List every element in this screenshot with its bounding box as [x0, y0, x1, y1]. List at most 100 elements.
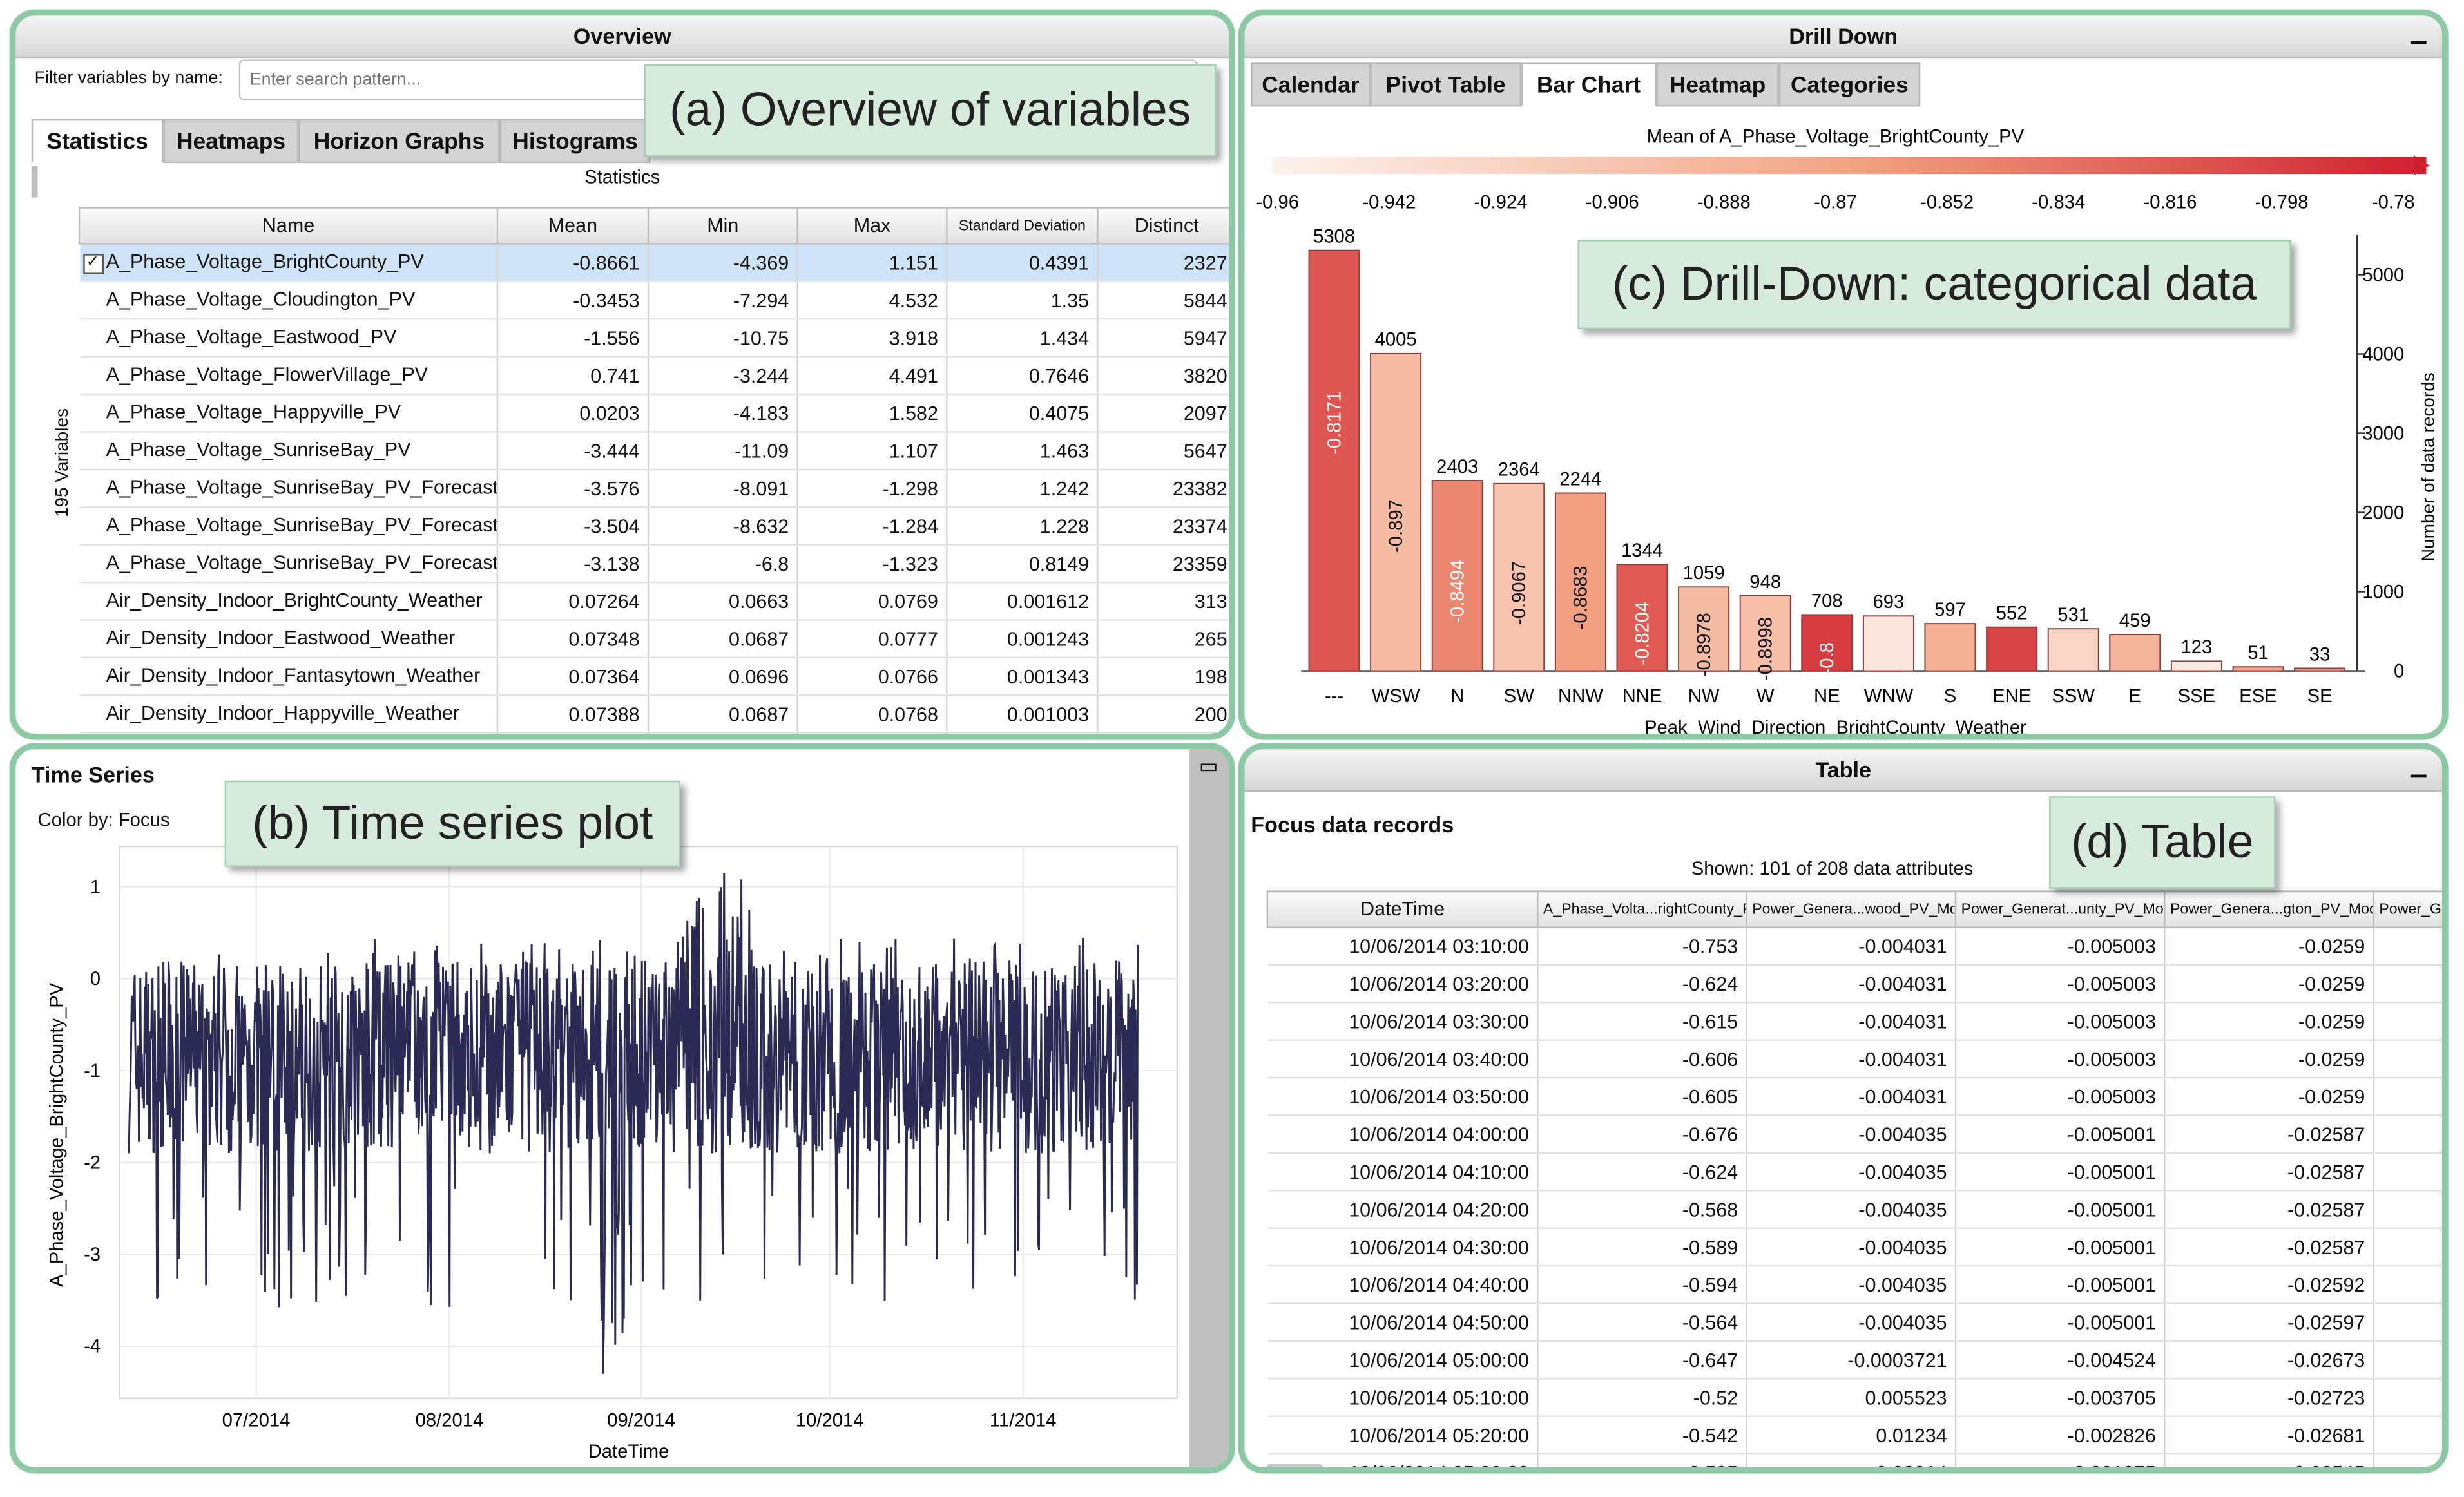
bar[interactable] — [1862, 615, 1914, 672]
stat-cell: 0.001003 — [947, 695, 1099, 734]
table-row[interactable]: 10/06/2014 04:00:00 -0.676 -0.004035 -0.005… — [1267, 1115, 2442, 1154]
table-row[interactable]: 10/06/2014 04:20:00 -0.568 -0.004035 -0.005… — [1267, 1190, 2442, 1229]
column-header[interactable]: Distinct — [1097, 207, 1229, 245]
table-row[interactable]: 10/06/2014 04:50:00 -0.564 -0.004035 -0.005… — [1267, 1303, 2442, 1342]
bar[interactable] — [2047, 628, 2099, 672]
bar-chart[interactable]: Mean of A_Phase_Voltage_BrightCounty_PV … — [1245, 110, 2442, 739]
stat-cell: 313 — [1097, 582, 1229, 621]
stat-cell: -10.75 — [648, 319, 798, 358]
bar[interactable] — [1493, 482, 1545, 672]
bar[interactable] — [1370, 352, 1422, 672]
table-row[interactable]: A_Phase_Voltage_SunriseBay_PV_Forecast_2… — [79, 507, 1229, 546]
color-scale-tick: -0.906 — [1586, 193, 1639, 213]
table-row[interactable]: 10/06/2014 05:30:00 -0.595 0.02014 -0.00187… — [1267, 1454, 2442, 1467]
column-header[interactable]: Power_Genera...wood_PV_Model — [1746, 890, 1957, 928]
value-cell: -0.02587 — [2164, 1152, 2374, 1192]
bar-value-label: 531 — [2057, 605, 2089, 625]
datetime-cell: 10/06/2014 03:50:00 — [1267, 1078, 1539, 1116]
bar[interactable] — [2109, 634, 2161, 672]
table-row[interactable]: A_Phase_Voltage_Happyville_PV 0.0203 -4.18… — [79, 394, 1229, 433]
tab-heatmaps[interactable]: Heatmaps — [163, 119, 299, 164]
value-cell: -0.005001 — [1956, 1303, 2166, 1342]
table-row[interactable]: 10/06/2014 03:20:00 -0.624 -0.004031 -0.005… — [1267, 964, 2442, 1004]
restore-icon[interactable]: ▭ — [1198, 754, 1218, 778]
checkbox-icon[interactable]: ✓ — [82, 253, 103, 274]
minimize-icon[interactable]: ▁ — [2411, 754, 2427, 778]
column-header[interactable]: Mean — [496, 207, 650, 245]
value-cell: -0.005001 — [1956, 1115, 2166, 1154]
column-header[interactable]: Name — [78, 207, 499, 245]
table-row[interactable]: A_Phase_Voltage_Cloudington_PV -0.3453 -7.… — [79, 281, 1229, 320]
color-scale-tick: -0.78 — [2372, 193, 2415, 213]
table-row[interactable]: 10/06/2014 05:20:00 -0.542 0.01234 -0.00282… — [1267, 1416, 2442, 1455]
stat-cell: 1.434 — [947, 319, 1099, 358]
table-row[interactable]: Air_Density_Indoor_Fantasytown_Weather 0.… — [79, 657, 1229, 696]
minimize-icon[interactable]: ▁ — [2411, 20, 2427, 44]
bar[interactable] — [2170, 660, 2222, 672]
value-cell — [2373, 1190, 2442, 1229]
x-tick-label: 07/2014 — [222, 1411, 291, 1431]
column-header[interactable]: Power_Ge — [2373, 890, 2442, 928]
horizontal-scrollbar[interactable] — [79, 734, 1028, 740]
tab-statistics[interactable]: Statistics — [31, 119, 164, 164]
bar[interactable] — [1678, 586, 1730, 672]
table-row[interactable]: A_Phase_Voltage_Eastwood_PV -1.556 -10.75 3… — [79, 319, 1229, 358]
table-row[interactable]: Air_Density_Indoor_Happyville_Weather 0.0… — [79, 695, 1229, 734]
table-row[interactable]: 10/06/2014 03:10:00 -0.753 -0.004031 -0.005… — [1267, 927, 2442, 966]
tab-calendar[interactable]: Calendar — [1251, 62, 1371, 107]
bar[interactable] — [1801, 614, 1853, 672]
tab-horizon-graphs[interactable]: Horizon Graphs — [298, 119, 500, 164]
tab-pivot-table[interactable]: Pivot Table — [1370, 62, 1521, 107]
tab-bar-chart[interactable]: Bar Chart — [1521, 62, 1657, 107]
table-row[interactable]: ✓ A_Phase_Voltage_BrightCounty_PV -0.8661-… — [79, 243, 1229, 283]
column-header[interactable]: Standard Deviation — [946, 207, 1099, 245]
value-cell — [2373, 927, 2442, 966]
value-cell: -0.004035 — [1746, 1152, 1957, 1192]
bar[interactable] — [2294, 667, 2346, 672]
variable-name: A_Phase_Voltage_BrightCounty_PV — [106, 251, 424, 274]
time-series-plot[interactable]: 1 0 -1 -2 -3 -4 07/2014 08/2014 09/2014 10/2014 11… — [15, 843, 1186, 1470]
table-row[interactable]: 10/06/2014 03:50:00 -0.605 -0.004031 -0.005… — [1267, 1078, 2442, 1116]
splitter-handle[interactable] — [31, 166, 38, 198]
table-row[interactable]: Air_Density_Indoor_BrightCounty_Weather 0… — [79, 582, 1229, 621]
tab-histograms[interactable]: Histograms — [499, 119, 651, 164]
y-tick-label: 0 — [2394, 661, 2404, 682]
variable-name-cell: Air_Density_Indoor_BrightCounty_Weather — [79, 582, 499, 621]
table-row[interactable]: A_Phase_Voltage_SunriseBay_PV_Forecast_3… — [79, 544, 1229, 584]
bar[interactable] — [1554, 492, 1606, 672]
column-header[interactable]: Min — [647, 207, 798, 245]
table-row[interactable]: 10/06/2014 04:10:00 -0.624 -0.004035 -0.005… — [1267, 1152, 2442, 1192]
stat-cell: -4.183 — [648, 394, 798, 433]
value-cell: -0.589 — [1537, 1228, 1747, 1267]
table-row[interactable]: 10/06/2014 05:10:00 -0.52 0.005523 -0.00370… — [1267, 1378, 2442, 1417]
table-row[interactable]: A_Phase_Voltage_FlowerVillage_PV 0.741 -3.… — [79, 356, 1229, 396]
bar[interactable] — [1616, 564, 1668, 672]
column-header[interactable]: Max — [796, 207, 948, 245]
table-row[interactable]: 10/06/2014 04:30:00 -0.589 -0.004035 -0.005… — [1267, 1228, 2442, 1267]
distribution-sidebar[interactable]: ▭ Distribution — [1189, 749, 1229, 1467]
bar[interactable] — [1308, 249, 1360, 672]
tab-categories[interactable]: Categories — [1778, 62, 1921, 107]
tab-heatmap[interactable]: Heatmap — [1656, 62, 1779, 107]
column-header[interactable]: A_Phase_Volta...rightCounty_PV — [1537, 890, 1747, 928]
column-header[interactable]: Power_Genera...gton_PV_Model — [2164, 890, 2374, 928]
table-row[interactable]: 10/06/2014 04:40:00 -0.594 -0.004035 -0.005… — [1267, 1266, 2442, 1304]
horizontal-scrollbar[interactable] — [1266, 1464, 1323, 1467]
bar[interactable] — [1924, 623, 1976, 672]
bar[interactable] — [1986, 626, 2038, 672]
stat-cell: 0.0777 — [797, 620, 948, 659]
table-row[interactable]: A_Phase_Voltage_SunriseBay_PV_Forecast_1… — [79, 469, 1229, 508]
color-scale-title: Mean of A_Phase_Voltage_BrightCounty_PV — [1647, 126, 2025, 147]
table-row[interactable]: 10/06/2014 03:30:00 -0.615 -0.004031 -0.005… — [1267, 1002, 2442, 1041]
bar[interactable] — [2232, 666, 2284, 672]
column-header[interactable]: Power_Generat...unty_PV_Model — [1954, 890, 2166, 928]
table-row[interactable]: Air_Density_Indoor_Eastwood_Weather 0.073… — [79, 620, 1229, 659]
column-header[interactable]: DateTime — [1266, 890, 1539, 928]
bar[interactable] — [1739, 595, 1791, 672]
bar[interactable] — [1431, 479, 1483, 672]
value-cell — [2373, 1266, 2442, 1304]
table-row[interactable]: 10/06/2014 03:40:00 -0.606 -0.004031 -0.005… — [1267, 1040, 2442, 1079]
table-row[interactable]: 10/06/2014 05:00:00 -0.647 -0.0003721 -0.00… — [1267, 1340, 2442, 1380]
table-row[interactable]: A_Phase_Voltage_SunriseBay_PV -3.444 -11.0… — [79, 432, 1229, 471]
x-tick-label: W — [1757, 686, 1775, 707]
